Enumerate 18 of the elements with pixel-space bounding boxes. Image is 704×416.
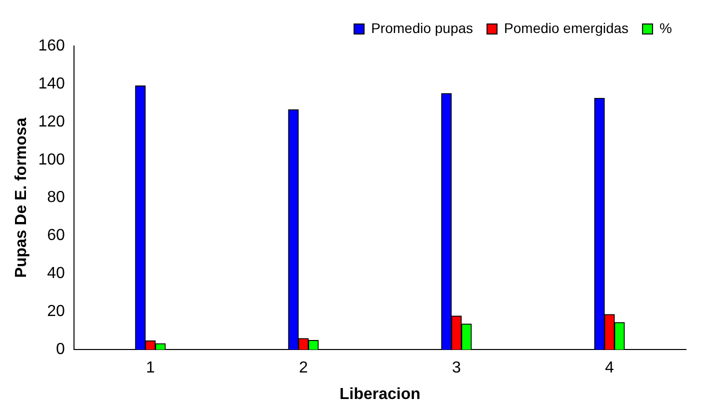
- y-tick-label: 120: [38, 113, 65, 130]
- x-tick-label: 3: [452, 360, 462, 377]
- y-tick-label: 160: [38, 37, 65, 54]
- x-tick-label: 1: [146, 360, 155, 377]
- y-tick-label: 60: [47, 227, 65, 244]
- legend-label: %: [660, 20, 672, 36]
- y-tick-label: 40: [47, 265, 65, 282]
- legend-label: Promedio pupas: [371, 20, 474, 36]
- x-axis-title: Liberacion: [339, 386, 420, 403]
- y-tick-label: 140: [38, 75, 65, 92]
- y-axis-title: Pupas De E. formosa: [13, 118, 30, 278]
- y-tick-label: 0: [56, 341, 65, 358]
- y-tick-label: 80: [47, 189, 65, 206]
- x-tick-label: 2: [298, 360, 308, 377]
- y-tick-label: 100: [38, 151, 65, 168]
- legend-label: Pomedio emergidas: [504, 20, 629, 36]
- x-tick-label: 4: [605, 360, 614, 377]
- y-tick-label: 20: [47, 303, 65, 320]
